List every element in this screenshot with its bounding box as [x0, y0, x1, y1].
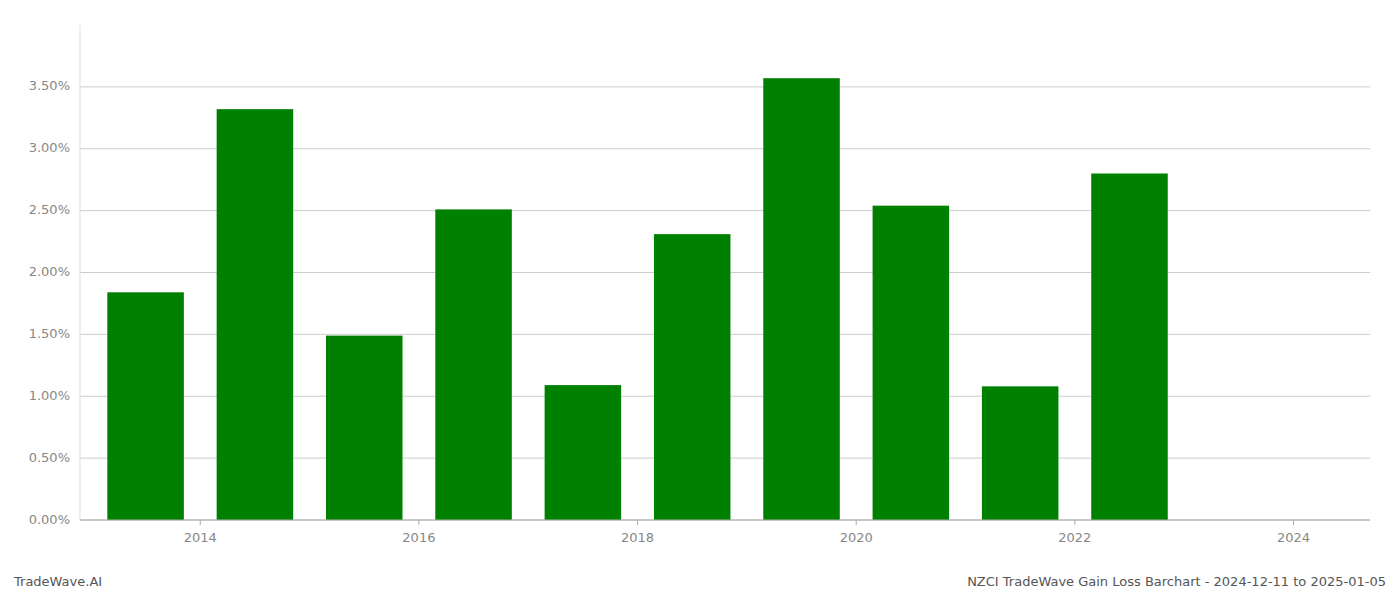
x-tick	[637, 520, 638, 525]
x-axis: 2014 2016 2018 2020 2022 2024	[80, 520, 1370, 545]
bars	[107, 78, 1167, 520]
y-axis-line	[80, 25, 81, 520]
y-tick-label: 1.00%	[29, 388, 70, 403]
x-tick-label: 2022	[1058, 530, 1091, 545]
x-tick-label: 2014	[184, 530, 217, 545]
grid-line	[80, 86, 1370, 87]
bar	[435, 209, 512, 520]
bar	[545, 385, 622, 520]
bar	[1091, 174, 1168, 521]
grid-line	[80, 520, 1370, 521]
bar	[326, 336, 403, 520]
x-tick-label: 2024	[1277, 530, 1310, 545]
footer: TradeWave.AI NZCI TradeWave Gain Loss Bar…	[13, 574, 1386, 589]
footer-right: NZCI TradeWave Gain Loss Barchart - 2024…	[967, 574, 1386, 589]
bar	[763, 78, 840, 520]
bar	[654, 234, 731, 520]
x-tick-label: 2020	[840, 530, 873, 545]
y-tick-label: 2.50%	[29, 202, 70, 217]
y-tick-label: 0.00%	[29, 512, 70, 527]
bar	[873, 206, 950, 520]
x-tick	[1293, 520, 1294, 525]
y-tick-label: 3.50%	[29, 78, 70, 93]
x-tick	[418, 520, 419, 525]
y-tick-label: 2.00%	[29, 264, 70, 279]
x-tick-label: 2018	[621, 530, 654, 545]
y-tick-label: 1.50%	[29, 326, 70, 341]
bar	[107, 292, 184, 520]
footer-left: TradeWave.AI	[13, 574, 102, 589]
y-tick-label: 0.50%	[29, 450, 70, 465]
x-tick	[200, 520, 201, 525]
x-tick-label: 2016	[402, 530, 435, 545]
y-tick-label: 3.00%	[29, 140, 70, 155]
x-tick	[856, 520, 857, 525]
chart-svg: 0.00% 0.50% 1.00% 1.50% 2.00% 2.50% 3.00% 3.50%…	[0, 0, 1400, 600]
x-tick	[1074, 520, 1075, 525]
bar	[982, 386, 1059, 520]
bar	[217, 109, 294, 520]
y-axis: 0.00% 0.50% 1.00% 1.50% 2.00% 2.50% 3.00% 3.50%	[29, 25, 80, 527]
chart-container: 0.00% 0.50% 1.00% 1.50% 2.00% 2.50% 3.00% 3.50%…	[0, 0, 1400, 600]
x-axis-line	[80, 520, 1370, 521]
grid	[80, 87, 1370, 520]
